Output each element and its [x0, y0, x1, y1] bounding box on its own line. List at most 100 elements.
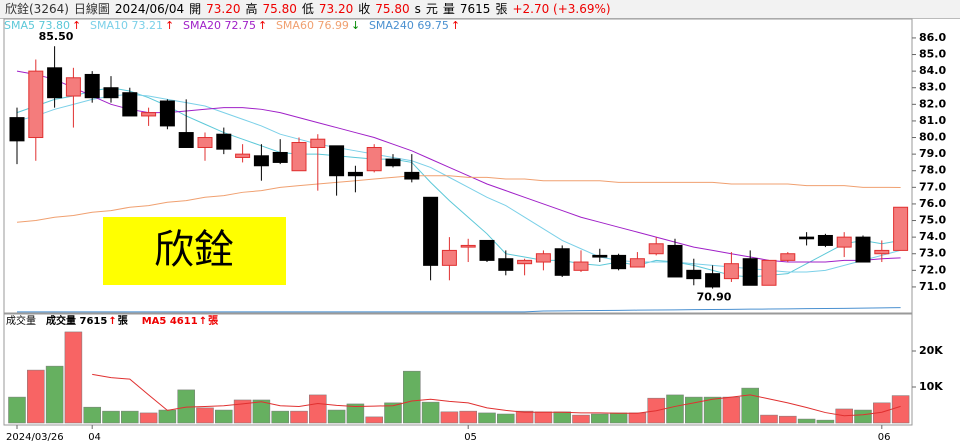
y-tick-label: 82.0: [919, 97, 946, 110]
x-tick-label: 2024/03/26: [6, 432, 64, 443]
legend-entry: SMA10 73.21: [90, 19, 163, 32]
candle-body: [498, 258, 514, 271]
volume-bar: [722, 396, 741, 424]
y-tick-label: 71.0: [919, 280, 946, 293]
candle-body: [310, 138, 326, 148]
volume-legend: 成交量 7615: [46, 314, 107, 327]
volume-bar: [421, 401, 440, 424]
candle-body: [817, 234, 833, 246]
volume-bar: [45, 365, 64, 424]
header-bar: 欣銓(3264) 日線圖 2024/06/04 開 73.20 高 75.80 低 73.20 收…: [0, 0, 960, 19]
volume-bar: [271, 410, 289, 424]
volume-legend: MA5 4611: [142, 316, 198, 327]
candle-body: [253, 155, 269, 167]
candle-body: [84, 73, 100, 99]
x-tick-label: 04: [88, 432, 101, 443]
y-tick-label: 78.0: [919, 164, 946, 177]
candle-body: [329, 145, 345, 177]
header-text: 元: [425, 2, 438, 16]
volume-bar: [497, 413, 515, 424]
candle-body: [122, 92, 138, 117]
header-text: 欣銓(3264): [5, 2, 69, 16]
candle-body: [517, 259, 533, 265]
x-tick-label: 05: [464, 432, 477, 443]
volume-bar: [779, 415, 797, 424]
header-text: +2.70 (+3.69%): [512, 2, 611, 16]
y-tick-label: 75.0: [919, 214, 946, 227]
legend-arrow: ↑: [165, 19, 174, 32]
volume-bar: [327, 409, 346, 424]
volume-bar: [403, 370, 421, 424]
volume-bar: [854, 409, 872, 424]
candle-body: [780, 253, 796, 261]
legend-arrow: ↑: [258, 19, 267, 32]
volume-bar: [309, 394, 327, 424]
legend-entry: SMA20 72.75: [183, 19, 256, 32]
candle-body: [648, 243, 664, 255]
candle-body: [535, 253, 551, 263]
candle-body: [592, 254, 608, 258]
legend-arrow: ↓: [351, 19, 360, 32]
volume-bar: [591, 413, 609, 424]
candle-body: [836, 236, 852, 248]
volume-legend: 張: [208, 315, 219, 327]
volume-bar: [628, 412, 647, 424]
volume-title: 成交量: [6, 314, 36, 327]
candle-body: [291, 142, 307, 172]
volume-panel: [3, 313, 913, 426]
volume-bar: [215, 409, 233, 424]
candle-body: [216, 133, 232, 150]
header-text: 73.20: [318, 2, 354, 16]
volume-bar: [797, 418, 816, 424]
volume-bar: [27, 369, 45, 424]
candle-body: [404, 171, 420, 180]
header-text: s: [414, 2, 421, 16]
watermark-box: [103, 217, 286, 285]
volume-bar: [816, 419, 835, 424]
candle-body: [573, 261, 589, 271]
y-tick-label: 20K: [919, 344, 943, 357]
volume-bar: [553, 411, 571, 424]
sma-line: [16, 175, 901, 223]
y-tick-label: 72.0: [919, 263, 946, 276]
legend-arrow: ↑: [72, 19, 81, 32]
y-tick-label: 73.0: [919, 247, 946, 260]
candle-body: [178, 132, 194, 148]
y-tick-label: 77.0: [919, 180, 946, 193]
header-text: 75.80: [262, 2, 297, 16]
volume-bar: [8, 396, 26, 424]
legend-entry: SMA60 76.99: [276, 19, 349, 32]
annotation: 70.90: [697, 291, 732, 304]
header-text: 7615: [459, 2, 491, 16]
y-tick-label: 10K: [919, 380, 943, 393]
candle-body: [893, 206, 909, 251]
y-tick-label: 85.0: [919, 48, 946, 61]
volume-legend: ↑: [108, 316, 116, 327]
candle-body: [686, 269, 702, 280]
x-tick-label: 06: [878, 432, 891, 443]
volume-bar: [760, 414, 778, 424]
price-panel: [3, 18, 913, 314]
volume-bar: [233, 399, 252, 424]
candle-body: [723, 263, 739, 280]
header-text: 開: [189, 2, 202, 16]
header-text: 2024/06/04: [114, 2, 185, 16]
header-text: 收: [358, 2, 371, 16]
y-tick-label: 83.0: [919, 81, 946, 94]
candle-body: [441, 249, 457, 266]
candle-body: [423, 196, 439, 266]
candle-body: [385, 158, 401, 167]
candle-body: [460, 244, 476, 248]
candle-body: [554, 248, 570, 276]
legend-entry: SMA240 69.75: [369, 19, 449, 32]
volume-bar: [459, 410, 477, 424]
candle-body: [159, 100, 175, 127]
candle-body: [705, 273, 721, 288]
candle-body: [47, 67, 63, 99]
volume-bar: [365, 416, 383, 424]
volume-legend: 張: [118, 315, 129, 327]
volume-bar: [478, 412, 496, 424]
volume-bar: [196, 407, 214, 424]
